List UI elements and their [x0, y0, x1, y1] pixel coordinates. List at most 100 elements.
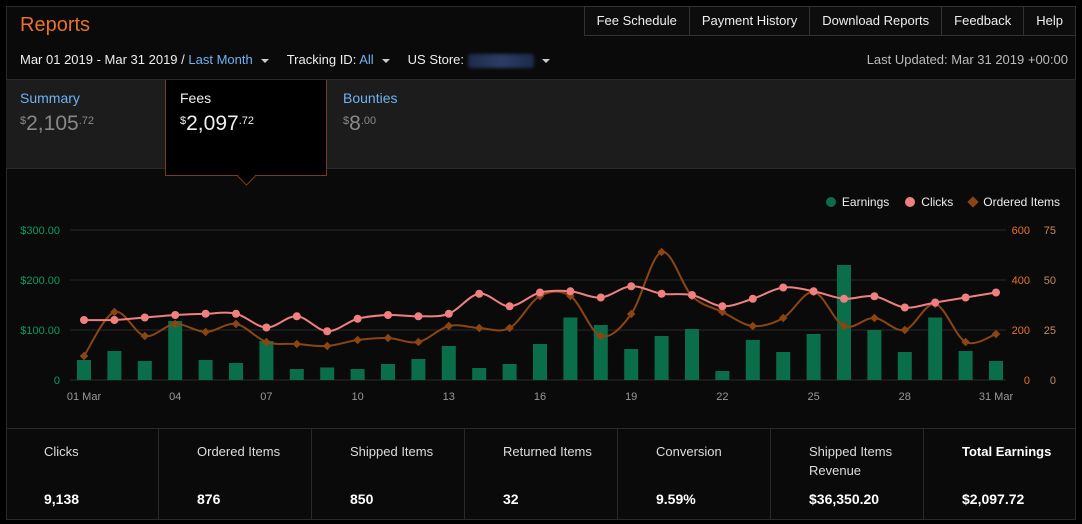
ordered-items-point — [870, 313, 879, 323]
feedback-button[interactable]: Feedback — [942, 6, 1025, 36]
x-axis-tick: 16 — [534, 391, 546, 403]
x-axis-tick: 22 — [716, 391, 728, 403]
legend-clicks[interactable]: Clicks — [905, 195, 953, 209]
ordered-items-point — [626, 309, 636, 319]
stat-value: $36,350.20 — [809, 491, 880, 507]
clicks-point — [931, 298, 940, 307]
earnings-bar — [745, 340, 760, 380]
earnings-bar — [563, 317, 578, 380]
stat-label: Shipped Items — [350, 444, 434, 459]
clicks-point — [80, 316, 88, 324]
clicks-point — [596, 293, 605, 302]
ordered-items-point — [292, 339, 302, 349]
earnings-bar — [441, 346, 456, 380]
clicks-point — [627, 282, 636, 291]
earnings-bar — [989, 361, 1003, 380]
ordered-items-point — [839, 321, 849, 331]
chart-canvas: 0 $100.00 $200.00 $300.00 0 200 400 600 0 25 50 75 0… — [20, 225, 1056, 403]
chevron-down-icon — [381, 58, 390, 63]
ordered-items-point — [778, 313, 788, 323]
filter-bar: Mar 01 2019 - Mar 31 2019 / Last Month T… — [20, 52, 551, 68]
ordered-items-point — [505, 323, 514, 333]
amount-cents: .72 — [78, 115, 94, 127]
tab-summary-amount: $2,105.72 — [20, 112, 152, 136]
chart-legend: Earnings Clicks Ordered Items — [825, 195, 1060, 209]
legend-ordered[interactable]: Ordered Items — [967, 195, 1060, 209]
stat-value: 9,138 — [44, 491, 80, 507]
earnings-chart: Earnings Clicks Ordered Items 0 $100.00 $2… — [6, 175, 1076, 427]
clicks-point — [900, 303, 909, 312]
ordered-items-point — [474, 323, 484, 333]
chevron-down-icon — [260, 58, 269, 63]
stat-shipped-revenue: Shipped Items Revenue $36,350.20 — [771, 429, 924, 520]
period-dropdown[interactable]: Last Month — [188, 52, 269, 67]
x-axis-tick: 07 — [260, 391, 272, 403]
left-axis-tick: $200.00 — [20, 275, 60, 287]
amount-cents: .72 — [238, 115, 254, 127]
ordered-items-point — [414, 337, 423, 347]
earnings-bar — [624, 349, 639, 380]
clicks-point — [171, 311, 180, 319]
page-title: Reports — [20, 14, 91, 36]
x-axis-tick: 19 — [625, 391, 637, 403]
tracking-id-dropdown[interactable]: Tracking ID: All — [287, 52, 390, 67]
stat-label: Shipped Items Revenue — [809, 444, 893, 478]
stat-value: $2,097.72 — [962, 491, 1025, 507]
clicks-point — [718, 302, 727, 311]
currency-symbol: $ — [180, 115, 187, 127]
right-axis-clicks-tick: 0 — [1024, 375, 1030, 387]
clicks-point — [475, 289, 484, 298]
stat-total-earnings: Total Earnings $2,097.72 — [924, 429, 1076, 520]
tab-bounties[interactable]: Bounties $8.00 — [329, 80, 489, 170]
clicks-point — [414, 312, 423, 321]
clicks-point — [110, 316, 119, 324]
right-axis-items-tick: 50 — [1044, 275, 1056, 287]
legend-earnings-label: Earnings — [841, 195, 890, 209]
help-button[interactable]: Help — [1024, 6, 1076, 36]
clicks-point — [262, 323, 271, 332]
ordered-items-line — [83, 251, 997, 357]
clicks-point — [323, 327, 332, 336]
x-axis-tick: 28 — [899, 391, 911, 403]
tab-fees[interactable]: Fees $2,097.72 — [165, 80, 327, 176]
earnings-bar — [685, 329, 699, 380]
earnings-bar — [958, 351, 973, 380]
clicks-point — [657, 289, 666, 298]
earnings-bar — [381, 364, 395, 380]
ordered-items-point — [444, 321, 454, 331]
stat-clicks: Clicks 9,138 — [6, 429, 159, 520]
ordered-items-point — [353, 335, 362, 345]
earnings-bar — [472, 368, 487, 380]
earnings-bar — [654, 336, 669, 380]
stat-value: 32 — [503, 491, 519, 507]
clicks-point — [840, 294, 848, 303]
amount-whole: 2,097 — [186, 112, 239, 135]
ordered-items-point — [383, 333, 393, 343]
earnings-bar — [715, 371, 730, 380]
top-nav: Fee Schedule Payment History Download Re… — [583, 6, 1076, 36]
tab-summary[interactable]: Summary $2,105.72 — [6, 80, 166, 170]
x-axis-tick: 13 — [443, 391, 455, 403]
download-reports-button[interactable]: Download Reports — [810, 6, 943, 36]
x-axis-tick: 10 — [351, 391, 363, 403]
legend-clicks-swatch — [905, 197, 916, 207]
clicks-point — [384, 311, 392, 319]
right-axis-clicks-tick: 200 — [1012, 325, 1030, 337]
clicks-point — [779, 283, 788, 292]
clicks-point — [232, 309, 240, 318]
fee-schedule-button[interactable]: Fee Schedule — [583, 6, 690, 36]
store-dropdown[interactable]: US Store: — [408, 52, 551, 68]
earnings-bar — [168, 321, 183, 380]
stat-returned-items: Returned Items 32 — [465, 429, 618, 520]
left-axis-tick: $300.00 — [20, 225, 60, 237]
legend-earnings[interactable]: Earnings — [825, 195, 890, 209]
earnings-bar — [289, 369, 304, 380]
payment-history-button[interactable]: Payment History — [689, 6, 811, 36]
ordered-items-point — [900, 325, 910, 335]
ordered-items-point — [201, 327, 210, 337]
ordered-items-point — [170, 319, 180, 329]
stat-label: Returned Items — [503, 444, 592, 459]
summary-tabs: Summary $2,105.72 Fees $2,097.72 Bountie… — [6, 79, 1076, 176]
stat-label: Total Earnings — [962, 444, 1052, 459]
right-axis-items-tick: 25 — [1044, 325, 1056, 337]
